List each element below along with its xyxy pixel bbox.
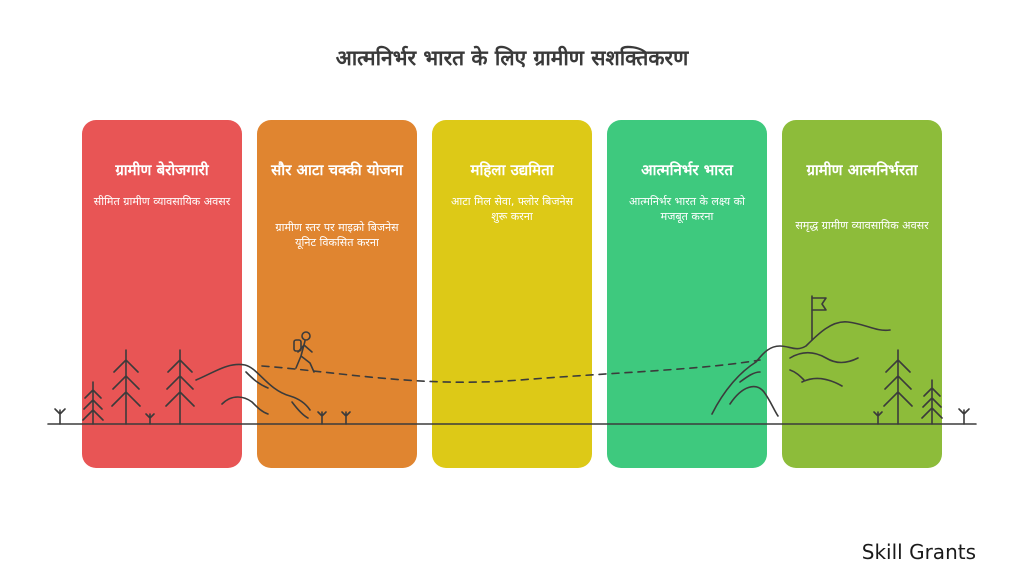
stage-description-3: आटा मिल सेवा, फ्लोर बिजनेस शुरू करना <box>450 195 574 223</box>
stage-card-1: ग्रामीण बेरोजगारी सीमित ग्रामीण व्यावसाय… <box>82 120 242 468</box>
stage-description-5: समृद्ध ग्रामीण व्यावसायिक अवसर <box>795 219 929 232</box>
stage-heading-2: सौर आटा चक्की योजना <box>271 161 403 179</box>
stage-card-5: ग्रामीण आत्मनिर्भरता समृद्ध ग्रामीण व्या… <box>782 120 942 468</box>
stage-heading-3: महिला उद्यमिता <box>470 161 554 179</box>
brand-watermark: Skill Grants <box>861 540 976 564</box>
diagram-title: आत्मनिर्भर भारत के लिए ग्रामीण सशक्तिकरण <box>335 46 689 70</box>
stage-heading-5: ग्रामीण आत्मनिर्भरता <box>806 161 918 179</box>
stage-description-1: सीमित ग्रामीण व्यावसायिक अवसर <box>93 195 231 208</box>
stage-heading-4: आत्मनिर्भर भारत <box>641 161 733 179</box>
stage-description-4: आत्मनिर्भर भारत के लक्ष्य को मजबूत करना <box>629 195 745 223</box>
stage-heading-1: ग्रामीण बेरोजगारी <box>115 161 209 179</box>
stage-card-3: महिला उद्यमिता आटा मिल सेवा, फ्लोर बिजने… <box>432 120 592 468</box>
stage-description-2: ग्रामीण स्तर पर माइक्रो बिजनेस यूनिट विक… <box>275 221 399 249</box>
stage-card-2: सौर आटा चक्की योजना ग्रामीण स्तर पर माइक… <box>257 120 417 468</box>
stage-card-4: आत्मनिर्भर भारत आत्मनिर्भर भारत के लक्ष्… <box>607 120 767 468</box>
